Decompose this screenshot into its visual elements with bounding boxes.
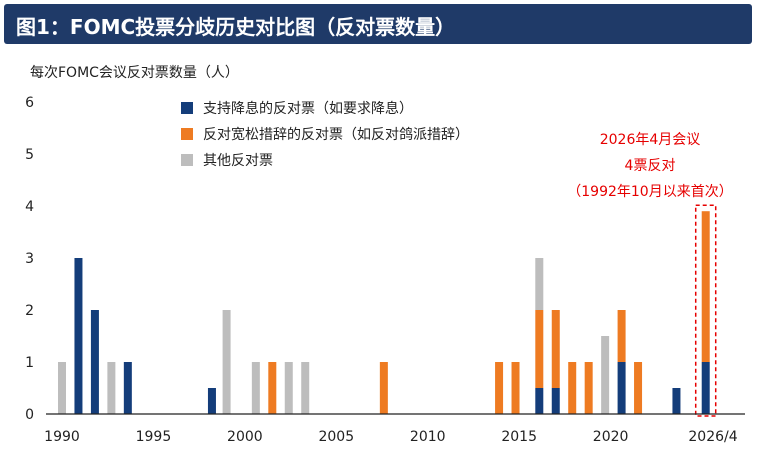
bar-segment-dovish	[74, 258, 83, 414]
bar-segment-other	[601, 336, 610, 414]
legend-label-other: 其他反对票	[203, 153, 273, 169]
bar-segment-hawkish	[535, 310, 544, 388]
highlight-box	[694, 204, 717, 417]
bar-segment-hawkish	[617, 310, 626, 362]
x-tick-label: 2005	[318, 429, 354, 445]
title-bar: 图1：FOMC投票分歧历史对比图（反对票数量）	[4, 4, 752, 44]
y-tick-label: 6	[25, 95, 34, 111]
x-tick-label: 2015	[501, 429, 537, 445]
bar-segment-dovish	[672, 388, 681, 414]
bar-segment-dovish	[701, 362, 710, 414]
x-tick-label: 1995	[136, 429, 172, 445]
bar-segment-other	[222, 310, 231, 414]
bar-segment-dovish	[535, 388, 544, 414]
x-tick-label: 2026/4	[688, 429, 737, 445]
bar-segment-hawkish	[379, 362, 388, 414]
bar-segment-other	[107, 362, 116, 414]
bar-segment-hawkish	[584, 362, 593, 414]
bar-segment-hawkish	[551, 310, 560, 388]
legend-swatch-other	[181, 154, 193, 166]
bar-segment-other	[284, 362, 293, 414]
bar-segment-other	[58, 362, 66, 414]
bar-segment-hawkish	[511, 362, 520, 414]
legend-label-dovish: 支持降息的反对票（如要求降息）	[203, 100, 413, 117]
bar-segment-other	[301, 362, 310, 414]
chart-title: 图1：FOMC投票分歧历史对比图（反对票数量）	[16, 15, 456, 39]
y-tick-label: 1	[25, 355, 34, 371]
bar-segment-hawkish	[701, 211, 710, 362]
x-tick-label: 2000	[227, 429, 263, 445]
bar-segment-dovish	[207, 388, 216, 414]
bar-segment-other	[251, 362, 260, 414]
bar-segment-hawkish	[634, 362, 643, 414]
annotation-line: 4票反对	[625, 158, 676, 174]
y-tick-label: 2	[25, 303, 34, 319]
y-tick-label: 0	[25, 407, 34, 423]
bar-segment-dovish	[123, 362, 132, 414]
annotation-line: 2026年4月会议	[600, 132, 701, 148]
bar-segment-dovish	[617, 362, 626, 414]
bar-segment-other	[535, 258, 544, 310]
legend-label-hawkish: 反对宽松措辞的反对票（如反对鸽派措辞）	[203, 126, 469, 143]
bar-segment-hawkish	[568, 362, 577, 414]
y-axis-label: 每次FOMC会议反对票数量（人）	[30, 65, 239, 81]
annotation-line: （1992年10月以来首次）	[567, 184, 732, 200]
legend-swatch-hawkish	[181, 128, 193, 140]
y-tick-label: 3	[25, 251, 34, 267]
y-tick-label: 5	[25, 147, 34, 163]
bar-segment-dovish	[551, 388, 560, 414]
x-tick-label: 2010	[410, 429, 446, 445]
bar-segment-hawkish	[495, 362, 504, 414]
x-tick-label: 2020	[593, 429, 629, 445]
legend-swatch-dovish	[181, 102, 193, 114]
y-tick-label: 4	[25, 199, 34, 215]
bar-segment-hawkish	[268, 362, 277, 414]
x-tick-label: 1990	[44, 429, 80, 445]
bar-segment-dovish	[90, 310, 99, 414]
